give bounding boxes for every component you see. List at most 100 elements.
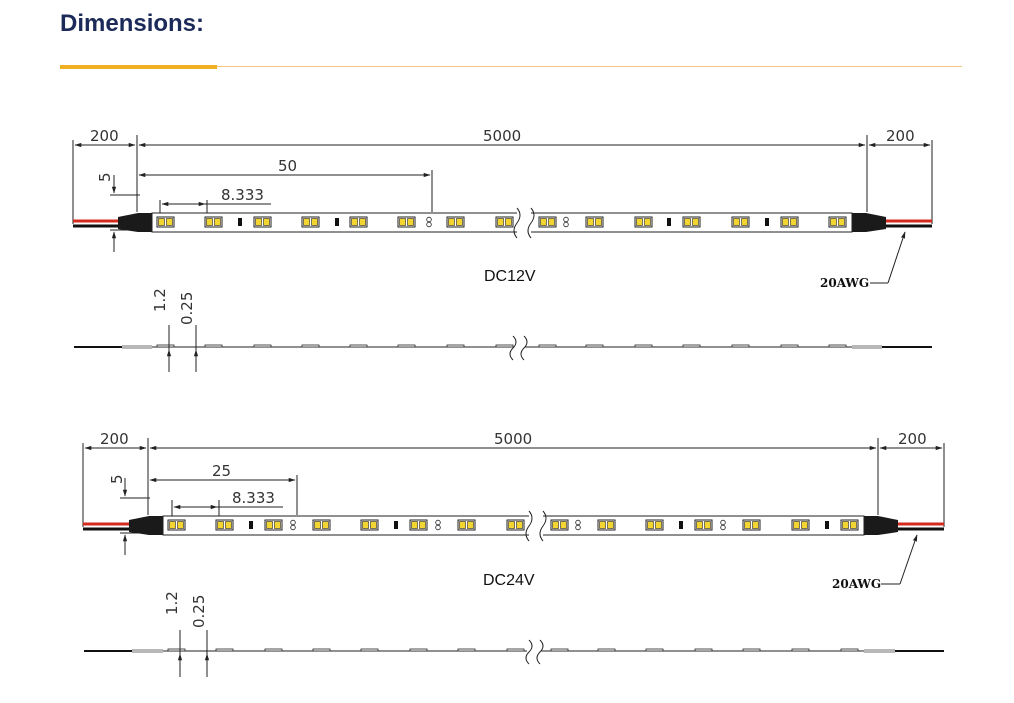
title-accent-bar (60, 65, 217, 69)
led-chip (301, 216, 320, 228)
led-profile (828, 344, 847, 348)
diagram-dc12v: 200 5000 200 50 8.333 5 20AWG DC12V (72, 127, 933, 372)
led-profile (167, 648, 186, 652)
led-chip (167, 519, 186, 531)
led-chip (538, 216, 557, 228)
resistor (335, 218, 339, 226)
cut-pad (720, 519, 726, 531)
dim-lead-right: 200 (898, 430, 927, 448)
dim-width: 5 (108, 474, 126, 484)
led-profile (312, 648, 331, 652)
led-chip (742, 519, 761, 531)
cut-pad (426, 216, 432, 228)
led-chip (360, 519, 379, 531)
led-profile (457, 648, 476, 652)
led-profile (682, 344, 701, 348)
resistor (238, 218, 242, 226)
dim-cut-length: 25 (212, 462, 231, 480)
dim-lead-left: 200 (100, 430, 129, 448)
wire-gauge-label: 20AWG (820, 276, 869, 290)
led-chip (204, 216, 223, 228)
led-chip (550, 519, 569, 531)
led-chip (645, 519, 664, 531)
resistor (249, 521, 253, 529)
led-chip (694, 519, 713, 531)
cut-pad (575, 519, 581, 531)
led-chip (495, 216, 514, 228)
dim-lead-right: 200 (886, 127, 915, 145)
cut-pad (563, 216, 569, 228)
led-profile (349, 344, 368, 348)
led-profile (495, 344, 514, 348)
dim-height: 1.2 (151, 288, 169, 312)
led-chip (506, 519, 525, 531)
led-profile (634, 344, 653, 348)
page-title: Dimensions: (60, 10, 205, 37)
dim-width: 5 (96, 172, 114, 182)
dim-lead-left: 200 (90, 127, 119, 145)
resistor (394, 521, 398, 529)
led-chip (264, 519, 283, 531)
led-chip (156, 216, 175, 228)
led-profile (550, 648, 569, 652)
led-profile (731, 344, 750, 348)
resistor (765, 218, 769, 226)
led-profile (409, 648, 428, 652)
wire-gauge-label: 20AWG (832, 577, 881, 591)
voltage-label: DC12V (484, 268, 536, 285)
title-divider (60, 66, 962, 67)
led-chip (253, 216, 272, 228)
led-chip (585, 216, 604, 228)
led-chip (446, 216, 465, 228)
dim-led-pitch: 8.333 (221, 186, 264, 204)
led-chip (840, 519, 859, 531)
dim-led-pitch: 8.333 (232, 489, 275, 507)
dim-thickness: 0.25 (190, 595, 208, 628)
led-profile (446, 344, 465, 348)
led-chip (731, 216, 750, 228)
led-chip (597, 519, 616, 531)
cut-pad (435, 519, 441, 531)
led-profile (742, 648, 761, 652)
dim-total: 5000 (494, 430, 532, 448)
led-profile (397, 344, 416, 348)
led-chip (457, 519, 476, 531)
led-profile (597, 648, 616, 652)
led-profile (506, 648, 525, 652)
led-chip (682, 216, 701, 228)
led-profile (694, 648, 713, 652)
led-chip (791, 519, 810, 531)
led-profile (360, 648, 379, 652)
led-profile (156, 344, 175, 348)
led-profile (780, 344, 799, 348)
dim-height: 1.2 (163, 591, 181, 615)
led-chip (397, 216, 416, 228)
resistor (667, 218, 671, 226)
led-profile (301, 344, 320, 348)
dim-total: 5000 (483, 127, 521, 145)
diagram-dc24v: 200 5000 200 25 8.333 5 20AWG DC24V (82, 430, 945, 677)
resistor (679, 521, 683, 529)
led-chip (215, 519, 234, 531)
led-profile (253, 344, 272, 348)
dim-cut-length: 50 (278, 157, 297, 175)
led-profile (791, 648, 810, 652)
voltage-label: DC24V (483, 572, 535, 589)
dim-thickness: 0.25 (178, 292, 196, 325)
led-profile (264, 648, 283, 652)
led-profile (538, 344, 557, 348)
led-chip (312, 519, 331, 531)
resistor (825, 521, 829, 529)
led-profile (215, 648, 234, 652)
led-chip (349, 216, 368, 228)
led-profile (204, 344, 223, 348)
led-chip (780, 216, 799, 228)
led-chip (409, 519, 428, 531)
led-chip (634, 216, 653, 228)
led-chip (828, 216, 847, 228)
led-profile (645, 648, 664, 652)
led-profile (840, 648, 859, 652)
cut-pad (290, 519, 296, 531)
led-profile (585, 344, 604, 348)
